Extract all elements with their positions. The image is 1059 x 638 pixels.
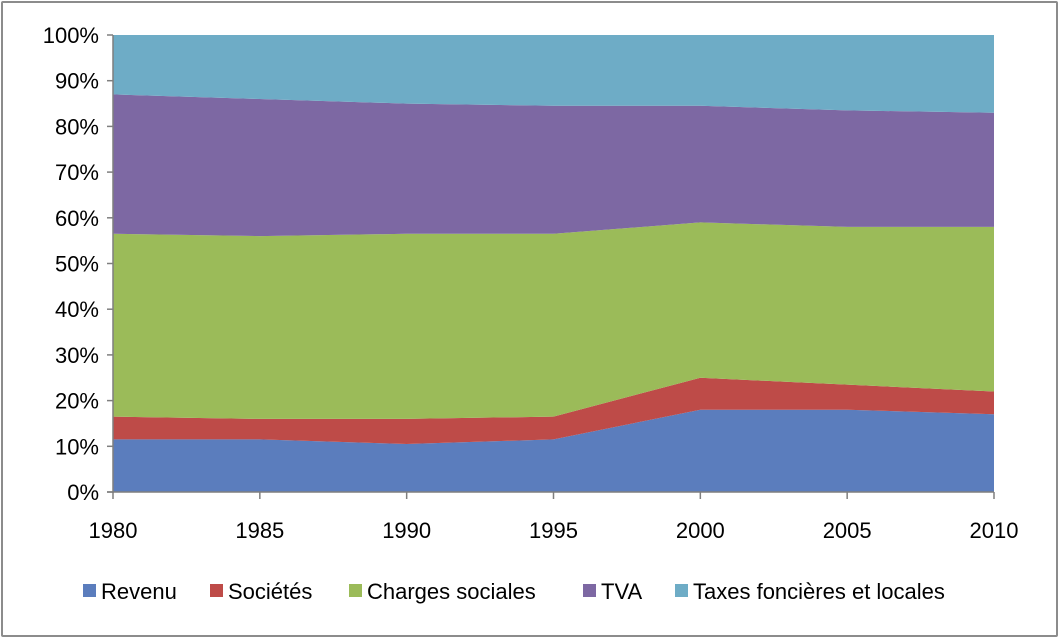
area-series-2 <box>113 222 994 419</box>
x-tick-label: 1990 <box>382 518 431 543</box>
legend-swatch <box>83 584 96 597</box>
x-tick-label: 2010 <box>970 518 1019 543</box>
legend-label: Charges sociales <box>367 579 536 604</box>
y-tick-label: 40% <box>55 297 99 322</box>
area-series-3 <box>113 94 994 237</box>
legend-label: Sociétés <box>228 579 312 604</box>
y-tick-label: 100% <box>43 23 99 48</box>
area-series-1 <box>113 377 994 444</box>
y-tick-label: 70% <box>55 160 99 185</box>
y-tick-label: 50% <box>55 252 99 277</box>
legend-swatch <box>583 584 596 597</box>
y-tick-label: 10% <box>55 434 99 459</box>
legend-swatch <box>349 584 362 597</box>
area-series-0 <box>113 409 994 492</box>
x-tick-label: 2005 <box>823 518 872 543</box>
x-tick-label: 1985 <box>235 518 284 543</box>
y-tick-label: 60% <box>55 206 99 231</box>
legend-label: TVA <box>601 579 642 604</box>
legend-swatch <box>210 584 223 597</box>
y-tick-label: 30% <box>55 343 99 368</box>
y-axis-ticks: 0% 10% 20% 30% 40% 50% 60% 70% 80% 90% 100% <box>43 23 113 505</box>
plot-areas <box>113 35 994 492</box>
legend-label: Taxes foncières et locales <box>693 579 945 604</box>
x-tick-label: 2000 <box>676 518 725 543</box>
x-tick-label: 1995 <box>529 518 578 543</box>
y-tick-label: 20% <box>55 389 99 414</box>
x-tick-label: 1980 <box>89 518 138 543</box>
y-tick-label: 80% <box>55 114 99 139</box>
legend: Revenu Sociétés Charges sociales TVA Taxes f… <box>83 579 945 604</box>
y-tick-label: 90% <box>55 69 99 94</box>
legend-label: Revenu <box>101 579 177 604</box>
y-tick-label: 0% <box>67 480 99 505</box>
area-series-4 <box>113 35 994 113</box>
x-axis-ticks: 1980 1985 1990 1995 2000 2005 2010 <box>89 492 1019 543</box>
legend-swatch <box>675 584 688 597</box>
